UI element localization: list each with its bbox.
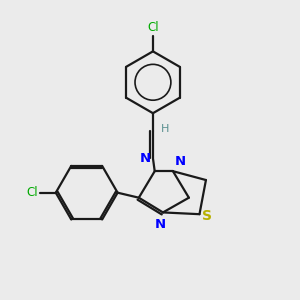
Text: N: N xyxy=(174,155,186,168)
Text: H: H xyxy=(161,124,170,134)
Text: N: N xyxy=(155,218,166,231)
Text: Cl: Cl xyxy=(147,21,159,34)
Text: Cl: Cl xyxy=(26,186,38,199)
Text: N: N xyxy=(140,152,151,165)
Text: S: S xyxy=(202,209,212,223)
